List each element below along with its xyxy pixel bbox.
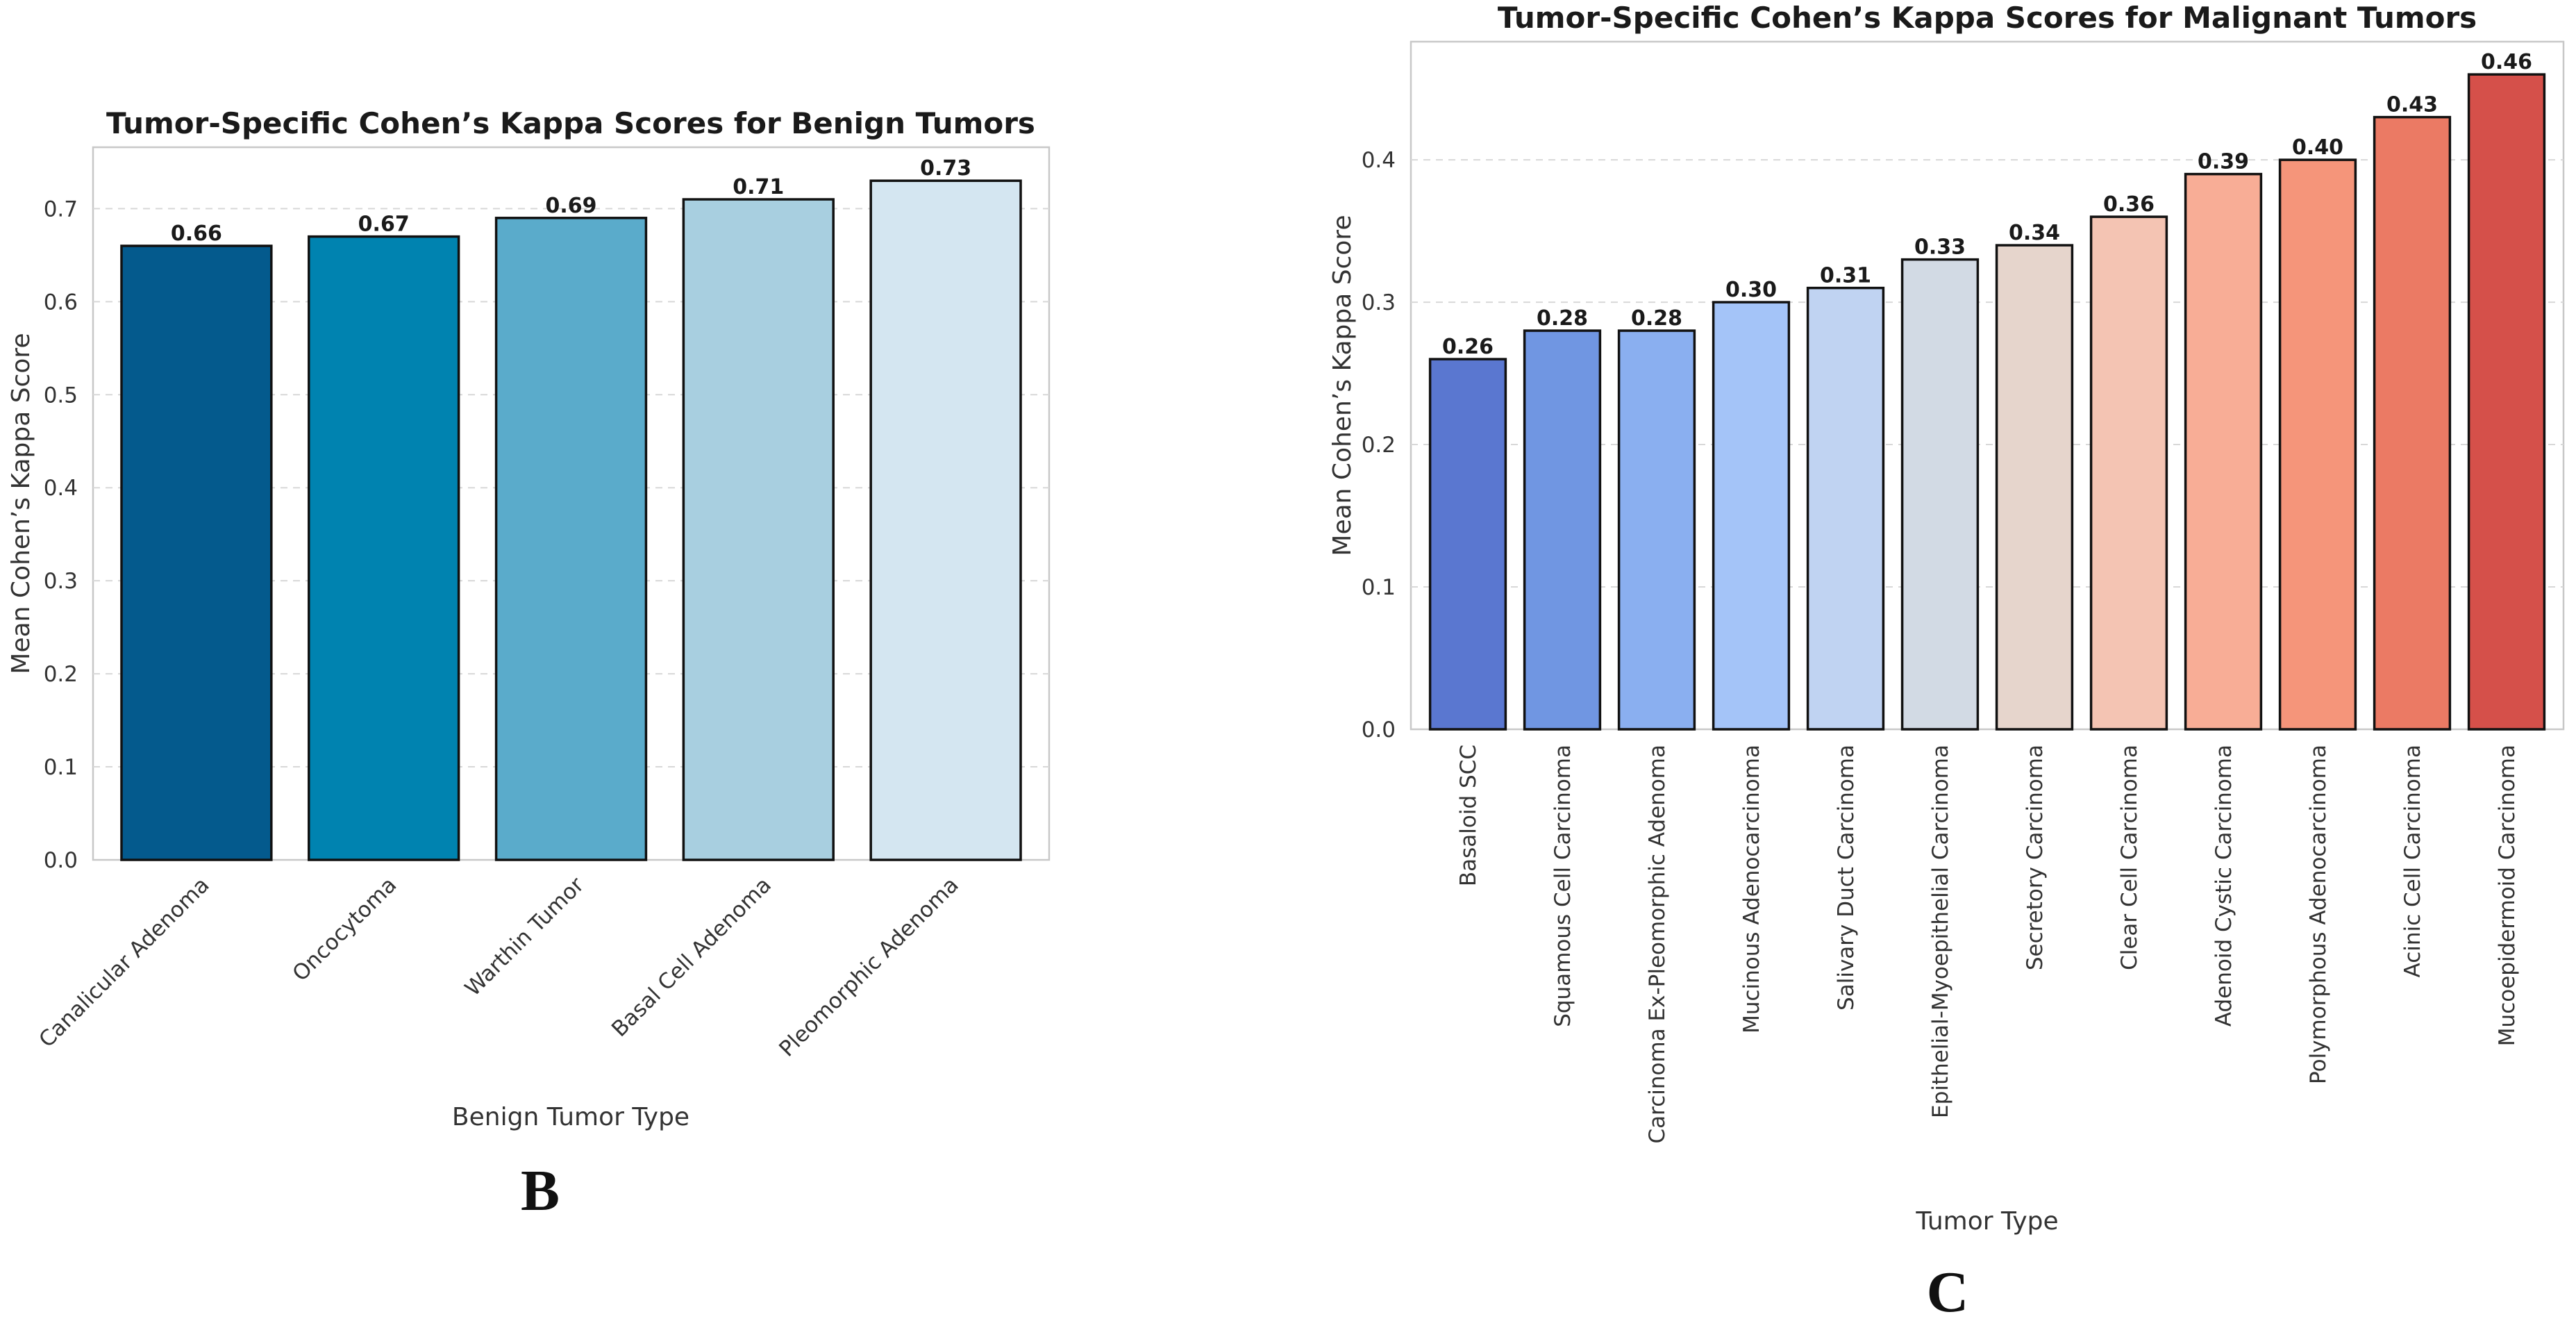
- benign-chart: 0.66 0.670.690.710.73 0.00.10.20.30.40.50…: [7, 106, 1051, 1223]
- benign-x-ticks: Canalicular Adenoma Oncocytoma Warthin Tum…: [34, 872, 963, 1062]
- malignant-plot-frame: [1410, 40, 2565, 731]
- c-data-label: 0.46: [2481, 50, 2532, 74]
- c-bar: [2278, 158, 2357, 731]
- c-y-tick-label: 0.1: [1362, 575, 1396, 600]
- b-y-tick-label: 0.7: [44, 197, 78, 222]
- c-bar: [2373, 115, 2452, 731]
- c-bar: [1428, 358, 1507, 731]
- c-bar: [2467, 73, 2546, 731]
- b-data-label: 0.71: [733, 175, 784, 199]
- c-data-label: 0.40: [2292, 135, 2343, 160]
- b-y-tick-label: 0.1: [44, 755, 78, 780]
- b-x-tick-label: Pleomorphic Adenoma: [774, 872, 963, 1061]
- c-y-tick-label: 0.2: [1362, 433, 1396, 458]
- c-bar: [1617, 329, 1696, 731]
- b-bar: [682, 198, 835, 861]
- c-data-label: 0.28: [1631, 306, 1682, 331]
- b-y-tick-label: 0.6: [44, 290, 78, 315]
- malignant-x-ticks: Basaloid SCC Squamous Cell Carcinoma Carci…: [1456, 745, 2520, 1143]
- c-bar: [1712, 301, 1791, 731]
- c-data-label: 0.36: [2103, 192, 2155, 217]
- b-data-label: 0.69: [545, 194, 596, 218]
- c-x-tick-label: Carcinoma Ex-Pleomorphic Adenoma: [1645, 745, 1670, 1143]
- b-y-tick-label: 0.0: [44, 848, 78, 873]
- c-data-label: 0.39: [2198, 150, 2249, 174]
- b-bar: [308, 235, 460, 861]
- c-x-tick-label: Polymorphous Adenocarcinoma: [2306, 745, 2331, 1084]
- b-bar: [869, 179, 1022, 861]
- c-y-tick-label: 0.4: [1362, 148, 1396, 173]
- b-data-label: 0.73: [920, 156, 971, 181]
- c-data-label: 0.31: [1820, 264, 1871, 288]
- malignant-chart: 0.260.28 0.280.300.310.330.340.360.390.40…: [1328, 1, 2565, 1325]
- b-y-tick-label: 0.4: [44, 476, 78, 501]
- c-data-label: 0.30: [1725, 278, 1777, 302]
- benign-y-ticks: 0.0 0.1 0.2 0.3 0.4 0.5 0.6 0.7: [44, 197, 78, 873]
- malignant-gridlines: [1411, 159, 2564, 588]
- c-bar: [1995, 244, 2074, 731]
- c-x-tick-label: Acinic Cell Carcinoma: [2400, 745, 2425, 977]
- malignant-x-axis-label: Tumor Type: [1915, 1207, 2058, 1236]
- b-data-label: 0.67: [358, 213, 410, 237]
- benign-y-axis-label: Mean Cohen’s Kappa Score: [7, 333, 35, 674]
- b-y-tick-label: 0.2: [44, 662, 78, 687]
- c-x-tick-label: Salivary Duct Carcinoma: [1834, 745, 1859, 1011]
- b-x-tick-label: Canalicular Adenoma: [34, 872, 214, 1052]
- c-bar: [1900, 258, 1980, 731]
- b-x-tick-label: Basal Cell Adenoma: [607, 872, 776, 1042]
- b-y-tick-label: 0.3: [44, 569, 78, 594]
- c-x-tick-label: Squamous Cell Carcinoma: [1550, 745, 1575, 1027]
- malignant-y-ticks: 0.0 0.1 0.2 0.3 0.4: [1362, 148, 1396, 742]
- c-data-label: 0.33: [1914, 235, 1966, 260]
- c-x-tick-label: Epithelial-Myoepithelial Carcinoma: [1928, 745, 1953, 1118]
- c-x-tick-label: Mucinous Adenocarcinoma: [1739, 745, 1764, 1034]
- malignant-bars: 0.26 0.28 0.28 0.30 0.31 0.33 0.34 0.36 0.39 0.40…: [1428, 50, 2546, 731]
- c-x-tick-label: Adenoid Cystic Carcinoma: [2211, 745, 2236, 1027]
- benign-bars: 0.66 0.67 0.69 0.71 0.73: [120, 156, 1022, 861]
- benign-chart-title: Tumor-Specific Cohen’s Kappa Scores for …: [106, 106, 1035, 140]
- benign-x-axis-label: Benign Tumor Type: [452, 1103, 689, 1131]
- panel-label-b: B: [521, 1159, 560, 1223]
- c-bar: [2089, 215, 2168, 731]
- malignant-y-axis-label: Mean Cohen’s Kappa Score: [1328, 215, 1357, 556]
- c-bar: [1806, 286, 1885, 731]
- c-x-tick-label: Clear Cell Carcinoma: [2117, 745, 2142, 970]
- c-x-tick-label: Secretory Carcinoma: [2023, 745, 2048, 970]
- c-y-tick-label: 0.0: [1362, 717, 1396, 742]
- b-bar: [120, 244, 273, 861]
- c-data-label: 0.34: [2009, 221, 2060, 245]
- c-bar: [1523, 329, 1602, 731]
- b-x-tick-label: Oncocytoma: [287, 872, 401, 986]
- b-y-tick-label: 0.5: [44, 383, 78, 408]
- c-data-label: 0.28: [1537, 306, 1588, 331]
- b-data-label: 0.66: [171, 222, 222, 246]
- panel-label-c: C: [1927, 1260, 1969, 1325]
- malignant-chart-title: Tumor-Specific Cohen’s Kappa Scores for …: [1498, 1, 2477, 35]
- b-x-tick-label: Warthin Tumor: [460, 872, 589, 1002]
- c-data-label: 0.26: [1442, 335, 1494, 359]
- b-bar: [494, 217, 648, 861]
- c-x-tick-label: Basaloid SCC: [1456, 745, 1481, 886]
- c-bar: [2184, 172, 2263, 731]
- c-x-tick-label: Mucoepidermoid Carcinoma: [2495, 745, 2520, 1046]
- c-data-label: 0.43: [2386, 93, 2438, 117]
- c-y-tick-label: 0.3: [1362, 290, 1396, 315]
